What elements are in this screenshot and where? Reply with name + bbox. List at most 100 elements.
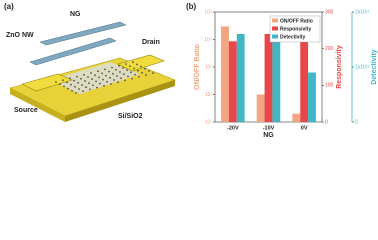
nanowire-dot	[137, 69, 139, 72]
legend-swatch	[272, 34, 278, 39]
nanowire-dot	[55, 81, 57, 83]
tick-label: 0	[325, 119, 328, 125]
nanowire-dot	[127, 75, 129, 78]
nanowire-dot	[129, 65, 131, 68]
nanowire-dot	[62, 79, 64, 82]
legend-label: ON/OFF Ratio	[280, 18, 313, 24]
nanowire-dot	[112, 72, 114, 75]
channel	[50, 62, 140, 94]
x-tick-label: -20V	[227, 125, 239, 131]
nanowire-dot	[96, 86, 98, 89]
nanowire-dot	[98, 76, 100, 79]
nanowire-dot	[148, 70, 150, 72]
bar	[308, 72, 316, 122]
gate-electrode	[39, 21, 127, 46]
nanowire-dot	[145, 74, 147, 76]
nanowire-dot	[77, 81, 79, 84]
tick-label: 10⁵	[204, 9, 212, 15]
nanowire-dot	[74, 85, 76, 88]
bar	[292, 113, 301, 122]
nanowire-dot	[85, 86, 87, 89]
label: Source	[14, 107, 38, 114]
bar	[272, 39, 281, 122]
nanowire-dot	[70, 83, 72, 86]
tick-label: 0	[355, 119, 358, 125]
nanowire-dot	[87, 76, 89, 78]
nanowire-dot	[130, 71, 132, 74]
schematic: (a) ZnO NW NG Drain Source Si/SiO2	[4, 2, 176, 122]
nanowire-dot	[80, 77, 82, 80]
nanowire-dot	[134, 73, 136, 76]
nanowire-dot	[73, 79, 75, 82]
bar	[236, 34, 245, 122]
nanowire-dot	[84, 80, 86, 82]
tick-label: 100	[325, 83, 334, 89]
legend-label: Detectivity	[280, 34, 306, 40]
nanowire-dot	[131, 77, 133, 80]
label: Si/SiO2	[118, 113, 143, 120]
nanowire-dot	[118, 64, 120, 67]
nanowire-dot	[94, 74, 96, 77]
bar	[221, 26, 229, 122]
source-electrode	[21, 73, 73, 92]
nanowire-dot	[126, 69, 128, 72]
nanowire-dot	[59, 83, 61, 86]
substrate-front	[65, 80, 175, 122]
chart: (b) 10¹ 10² 10³ 10⁴ 10⁵ ON/OFF Ratio 0 100 200 30…	[186, 2, 378, 138]
nanowire-dot	[103, 84, 105, 87]
nanowire-dot	[92, 84, 94, 87]
bar	[228, 41, 237, 123]
nanowire-dot	[81, 84, 83, 86]
nanowire-dot	[90, 72, 92, 74]
nanowire-dot	[66, 81, 68, 84]
nanowire-dot	[83, 73, 85, 76]
nanowire-dot	[133, 67, 135, 70]
legend-box	[269, 15, 321, 43]
axis-label: Responsivity	[336, 45, 343, 89]
x-tick-label: 0V	[301, 125, 308, 131]
nanowire-dot	[76, 75, 78, 78]
nanowire-dot	[108, 70, 110, 73]
label: Drain	[142, 39, 160, 46]
nanowire-dot	[69, 77, 71, 80]
tick-label: 2x10¹³	[355, 9, 370, 15]
drain-electrode	[117, 54, 165, 72]
figure: (a) ZnO NW NG Drain Source Si/SiO2 (b) 1…	[4, 2, 378, 138]
nanowire-dot	[152, 72, 154, 75]
bar	[256, 94, 265, 122]
nanowire-dot	[116, 75, 118, 77]
tick-label: 10¹	[205, 119, 213, 125]
tick-label: 1x10¹³	[355, 64, 370, 70]
nanowire-dot	[71, 89, 73, 92]
label: NG	[70, 11, 81, 18]
legend-label: Responsivity	[280, 26, 311, 32]
nanowire-dot	[123, 73, 125, 76]
bar	[300, 30, 309, 122]
nanowire-dot	[99, 82, 101, 85]
substrate-side	[10, 88, 65, 122]
nanowire-dot	[106, 80, 108, 83]
bar	[264, 34, 273, 122]
nanowire-dot	[138, 75, 140, 78]
nanowire-dot	[82, 90, 84, 93]
nanowire-dot	[104, 68, 106, 71]
nanowire-dot	[140, 65, 142, 68]
tick-label: 10⁴	[204, 37, 212, 43]
nanowire-dot	[88, 82, 90, 85]
nanowire-dot	[97, 70, 99, 73]
nanowire-dot	[101, 72, 103, 75]
nanowire-dot	[120, 77, 122, 80]
nanowires	[55, 61, 154, 94]
label: ZnO NW	[6, 32, 34, 39]
nanowire-dot	[89, 88, 91, 91]
panel-label: (a)	[4, 2, 14, 11]
nanowire-dot	[63, 85, 65, 88]
nanowire-dot	[109, 76, 111, 79]
nanowire-dot	[132, 61, 134, 64]
nanowire-dot	[110, 83, 112, 85]
x-tick-label: -10V	[263, 125, 275, 131]
nanowire-dot	[113, 79, 115, 81]
nanowire-dot	[67, 87, 69, 90]
tick-label: 10³	[205, 64, 213, 70]
axis-label: ON/OFF Ratio	[194, 44, 201, 90]
